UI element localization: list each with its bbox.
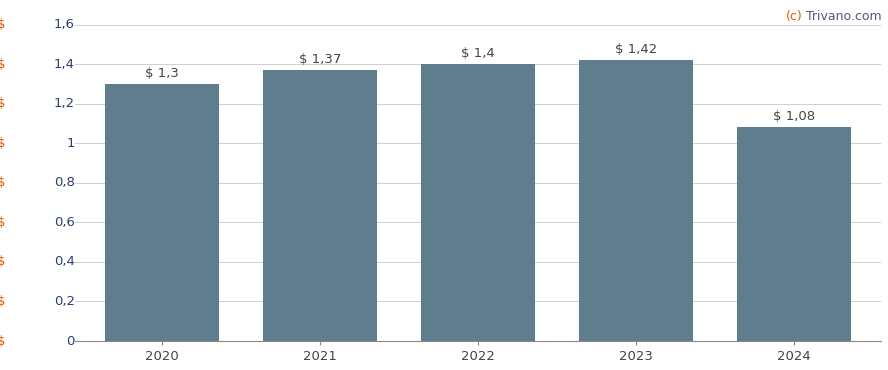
Text: 0,8: 0,8 [54, 176, 75, 189]
Text: $ 1,3: $ 1,3 [145, 67, 178, 80]
Text: 1,6: 1,6 [54, 18, 75, 31]
Bar [579, 60, 693, 341]
Bar [263, 70, 377, 341]
Text: (c): (c) [785, 10, 802, 23]
Text: $: $ [0, 176, 11, 189]
Text: $ 1,4: $ 1,4 [461, 47, 495, 60]
Bar [737, 127, 851, 341]
Text: $ 1,42: $ 1,42 [614, 43, 657, 56]
Text: 1: 1 [67, 137, 75, 150]
Text: $: $ [0, 137, 11, 150]
Text: 0,4: 0,4 [54, 255, 75, 268]
Text: $: $ [0, 295, 11, 308]
Text: $: $ [0, 18, 11, 31]
Text: 0,6: 0,6 [54, 216, 75, 229]
Text: 1,2: 1,2 [53, 97, 75, 110]
Text: $: $ [0, 97, 11, 110]
Text: $ 1,08: $ 1,08 [773, 110, 815, 123]
Text: (c) Trivano.com: (c) Trivano.com [785, 10, 882, 23]
Text: $: $ [0, 334, 11, 347]
Bar [421, 64, 535, 341]
Text: $: $ [0, 255, 11, 268]
Text: $: $ [0, 58, 11, 71]
Text: $: $ [0, 216, 11, 229]
Text: Trivano.com: Trivano.com [802, 10, 882, 23]
Text: 0: 0 [67, 334, 75, 347]
Text: $ 1,37: $ 1,37 [298, 53, 341, 66]
Text: 0,2: 0,2 [54, 295, 75, 308]
Text: 1,4: 1,4 [54, 58, 75, 71]
Bar [105, 84, 218, 341]
